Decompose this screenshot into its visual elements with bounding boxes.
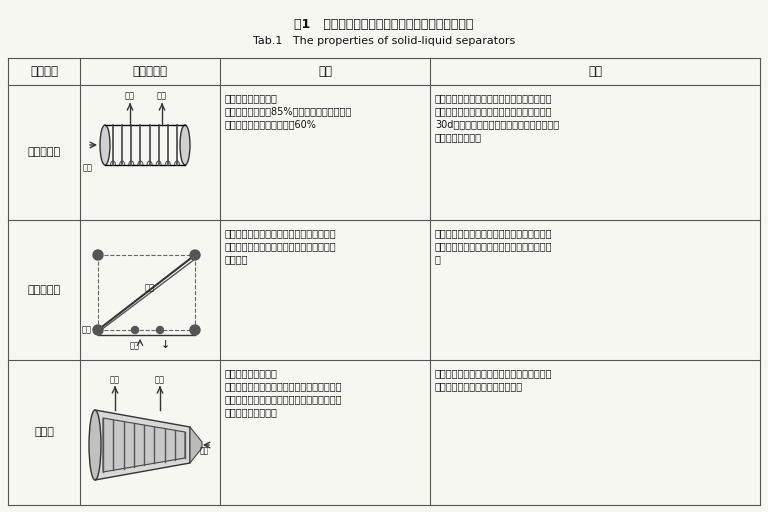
Text: 优点: 优点 [318, 65, 332, 78]
Text: 且费工；投资高，运行性能不稳定；对于放置: 且费工；投资高，运行性能不稳定；对于放置 [435, 106, 552, 116]
Text: 液相: 液相 [155, 375, 165, 384]
Text: 须有人在场且操作工人劳动强度大: 须有人在场且操作工人劳动强度大 [435, 381, 523, 391]
Text: 工作示意图: 工作示意图 [133, 65, 167, 78]
Text: 处理能力大，滤饼含水率低，噪声小，能耗: 处理能力大，滤饼含水率低，噪声小，能耗 [225, 228, 336, 238]
Text: 设备占地面积较小；: 设备占地面积较小； [225, 368, 278, 378]
Text: 设备费用高，活动部件多，保养量大；带高压: 设备费用高，活动部件多，保养量大；带高压 [435, 228, 552, 238]
Circle shape [190, 250, 200, 260]
Text: 管道排污的养殖场: 管道排污的养殖场 [435, 132, 482, 142]
Circle shape [93, 325, 103, 335]
Ellipse shape [180, 125, 190, 165]
Text: ↓: ↓ [161, 340, 170, 350]
Text: 液相: 液相 [145, 283, 155, 292]
Text: 设备投资大，能耗高，且维修困难；运行时必: 设备投资大，能耗高，且维修困难；运行时必 [435, 368, 552, 378]
Text: 养殖场粪水固液分离: 养殖场粪水固液分离 [225, 407, 278, 417]
Circle shape [190, 325, 200, 335]
Text: 固液分离: 固液分离 [225, 254, 249, 264]
Text: 滤水: 滤水 [125, 91, 135, 100]
Text: 液相: 液相 [83, 163, 93, 172]
Text: 间歇作业，滤网易堵塞；处理能力小，电耗高: 间歇作业，滤网易堵塞；处理能力小，电耗高 [435, 93, 552, 103]
Text: 水喷洗滤带，水量大，增加了水处理系统的负: 水喷洗滤带，水量大，增加了水处理系统的负 [435, 241, 552, 251]
Text: 缺点: 缺点 [588, 65, 602, 78]
Text: 荷: 荷 [435, 254, 441, 264]
Text: 分离速度快，分离效率高；总固体去除率高，: 分离速度快，分离效率高；总固体去除率高， [225, 381, 343, 391]
Text: 30d以上的粪便污水几乎很难分离；只适用于: 30d以上的粪便污水几乎很难分离；只适用于 [435, 119, 559, 129]
Text: Tab.1   The properties of solid-liquid separators: Tab.1 The properties of solid-liquid sep… [253, 36, 515, 46]
Text: 固相: 固相 [110, 375, 120, 384]
Text: 除湿率高，一般达85%左右，正常运行时，滤: 除湿率高，一般达85%左右，正常运行时，滤 [225, 106, 353, 116]
Text: 表1   各种常用畜禽粪污固液分离设备的主要优缺点: 表1 各种常用畜禽粪污固液分离设备的主要优缺点 [294, 18, 474, 31]
Text: 带式压滤机: 带式压滤机 [28, 285, 61, 295]
Ellipse shape [100, 125, 110, 165]
Text: 粪水: 粪水 [130, 341, 140, 350]
Text: 低，可连续作业；适用于大中型养殖场粪水: 低，可连续作业；适用于大中型养殖场粪水 [225, 241, 336, 251]
Polygon shape [95, 410, 190, 480]
Text: 设备类型: 设备类型 [30, 65, 58, 78]
Circle shape [93, 250, 103, 260]
Circle shape [131, 327, 138, 333]
Text: 板框压滤机: 板框压滤机 [28, 147, 61, 158]
Polygon shape [103, 418, 185, 472]
Circle shape [157, 327, 164, 333]
Text: 粪污处理效果最好；: 粪污处理效果最好； [225, 93, 278, 103]
Text: 固相: 固相 [157, 91, 167, 100]
Ellipse shape [89, 410, 101, 480]
Text: 液含水率低，含水率可降到60%: 液含水率低，含水率可降到60% [225, 119, 317, 129]
Polygon shape [190, 427, 202, 463]
Text: 滤液含水率低；粪污处理效果好；适用于大型: 滤液含水率低；粪污处理效果好；适用于大型 [225, 394, 343, 404]
Text: 离心机: 离心机 [34, 428, 54, 437]
Text: 固相: 固相 [82, 325, 92, 334]
Text: 粪水: 粪水 [200, 446, 209, 455]
